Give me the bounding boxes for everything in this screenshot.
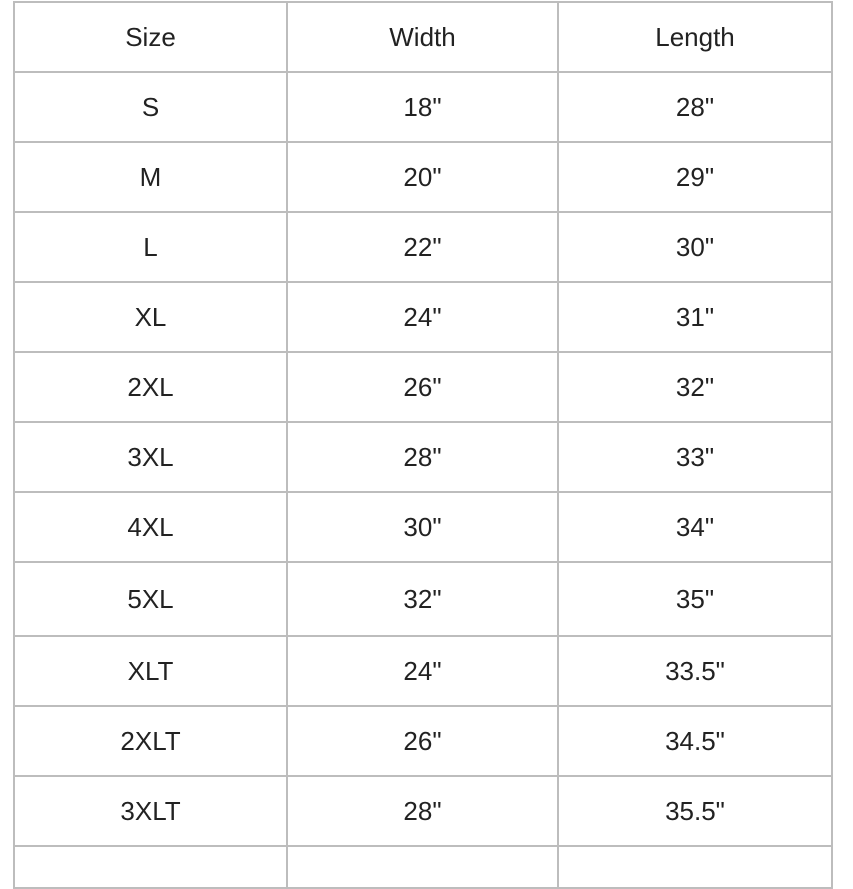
empty-cell	[557, 845, 833, 889]
table-row: 2XL 26" 32"	[13, 351, 833, 423]
size-cell: XL	[13, 281, 288, 353]
header-length: Length	[557, 1, 833, 73]
table-row-partial	[13, 845, 833, 889]
table-row: S 18" 28"	[13, 71, 833, 143]
width-cell: 26"	[286, 351, 559, 423]
length-cell: 28"	[557, 71, 833, 143]
width-cell: 24"	[286, 281, 559, 353]
length-cell: 31"	[557, 281, 833, 353]
size-cell: L	[13, 211, 288, 283]
table-row: 5XL 32" 35"	[13, 561, 833, 637]
table-row: 2XLT 26" 34.5"	[13, 705, 833, 777]
length-cell: 33.5"	[557, 635, 833, 707]
table-row: XL 24" 31"	[13, 281, 833, 353]
header-row: Size Width Length	[13, 1, 833, 73]
length-cell: 32"	[557, 351, 833, 423]
table-row: XLT 24" 33.5"	[13, 635, 833, 707]
size-cell: 3XLT	[13, 775, 288, 847]
width-cell: 28"	[286, 775, 559, 847]
width-cell: 26"	[286, 705, 559, 777]
size-cell: 2XL	[13, 351, 288, 423]
length-cell: 34.5"	[557, 705, 833, 777]
size-cell: 5XL	[13, 561, 288, 637]
width-cell: 22"	[286, 211, 559, 283]
empty-cell	[286, 845, 559, 889]
width-cell: 30"	[286, 491, 559, 563]
size-chart-table: Size Width Length S 18" 28" M 20" 29" L 22" 30" X…	[13, 1, 833, 889]
size-cell: XLT	[13, 635, 288, 707]
size-cell: M	[13, 141, 288, 213]
width-cell: 20"	[286, 141, 559, 213]
table-row: M 20" 29"	[13, 141, 833, 213]
width-cell: 32"	[286, 561, 559, 637]
size-cell: S	[13, 71, 288, 143]
size-cell: 2XLT	[13, 705, 288, 777]
length-cell: 34"	[557, 491, 833, 563]
header-width: Width	[286, 1, 559, 73]
table-row: 3XL 28" 33"	[13, 421, 833, 493]
header-size: Size	[13, 1, 288, 73]
width-cell: 28"	[286, 421, 559, 493]
length-cell: 33"	[557, 421, 833, 493]
width-cell: 24"	[286, 635, 559, 707]
width-cell: 18"	[286, 71, 559, 143]
table-row: 4XL 30" 34"	[13, 491, 833, 563]
empty-cell	[13, 845, 288, 889]
table-row: 3XLT 28" 35.5"	[13, 775, 833, 847]
size-cell: 3XL	[13, 421, 288, 493]
table-row: L 22" 30"	[13, 211, 833, 283]
length-cell: 29"	[557, 141, 833, 213]
length-cell: 35.5"	[557, 775, 833, 847]
size-cell: 4XL	[13, 491, 288, 563]
length-cell: 35"	[557, 561, 833, 637]
length-cell: 30"	[557, 211, 833, 283]
